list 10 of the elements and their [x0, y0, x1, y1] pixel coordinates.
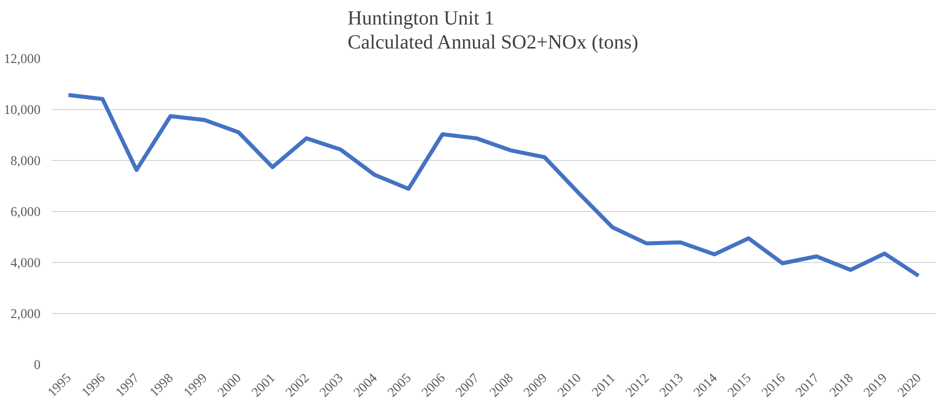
y-tick-label: 8,000 — [10, 153, 41, 168]
y-tick-label: 2,000 — [10, 306, 41, 321]
y-tick-label: 6,000 — [10, 204, 41, 219]
y-tick-label: 4,000 — [10, 255, 41, 270]
y-tick-label: 10,000 — [4, 102, 41, 117]
y-tick-label: 12,000 — [4, 51, 41, 66]
y-tick-label: 0 — [34, 357, 41, 372]
line-series — [66, 92, 920, 278]
x-tick-label: 1999 — [180, 370, 210, 400]
chart-title: Huntington Unit 1 Calculated Annual SO2+NOx (tons) — [348, 7, 638, 54]
